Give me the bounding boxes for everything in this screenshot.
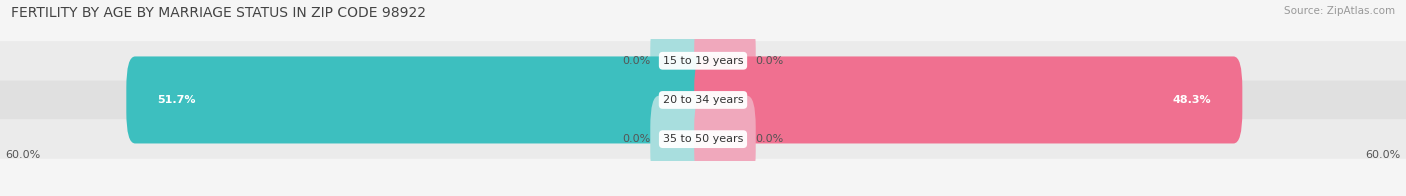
Text: FERTILITY BY AGE BY MARRIAGE STATUS IN ZIP CODE 98922: FERTILITY BY AGE BY MARRIAGE STATUS IN Z… bbox=[11, 6, 426, 20]
FancyBboxPatch shape bbox=[650, 96, 711, 183]
Text: 60.0%: 60.0% bbox=[6, 150, 41, 160]
FancyBboxPatch shape bbox=[650, 17, 711, 104]
FancyBboxPatch shape bbox=[695, 96, 756, 183]
FancyBboxPatch shape bbox=[127, 56, 711, 143]
Text: 0.0%: 0.0% bbox=[756, 56, 785, 66]
Text: 48.3%: 48.3% bbox=[1173, 95, 1212, 105]
FancyBboxPatch shape bbox=[695, 56, 1243, 143]
Text: 35 to 50 years: 35 to 50 years bbox=[662, 134, 744, 144]
Text: 20 to 34 years: 20 to 34 years bbox=[662, 95, 744, 105]
Text: 0.0%: 0.0% bbox=[756, 134, 785, 144]
Text: 51.7%: 51.7% bbox=[157, 95, 195, 105]
Text: 0.0%: 0.0% bbox=[621, 56, 650, 66]
Text: 0.0%: 0.0% bbox=[621, 134, 650, 144]
FancyBboxPatch shape bbox=[0, 120, 1406, 159]
FancyBboxPatch shape bbox=[0, 80, 1406, 120]
FancyBboxPatch shape bbox=[695, 17, 756, 104]
Text: 15 to 19 years: 15 to 19 years bbox=[662, 56, 744, 66]
Text: 60.0%: 60.0% bbox=[1365, 150, 1400, 160]
FancyBboxPatch shape bbox=[0, 41, 1406, 80]
Text: Source: ZipAtlas.com: Source: ZipAtlas.com bbox=[1284, 6, 1395, 16]
